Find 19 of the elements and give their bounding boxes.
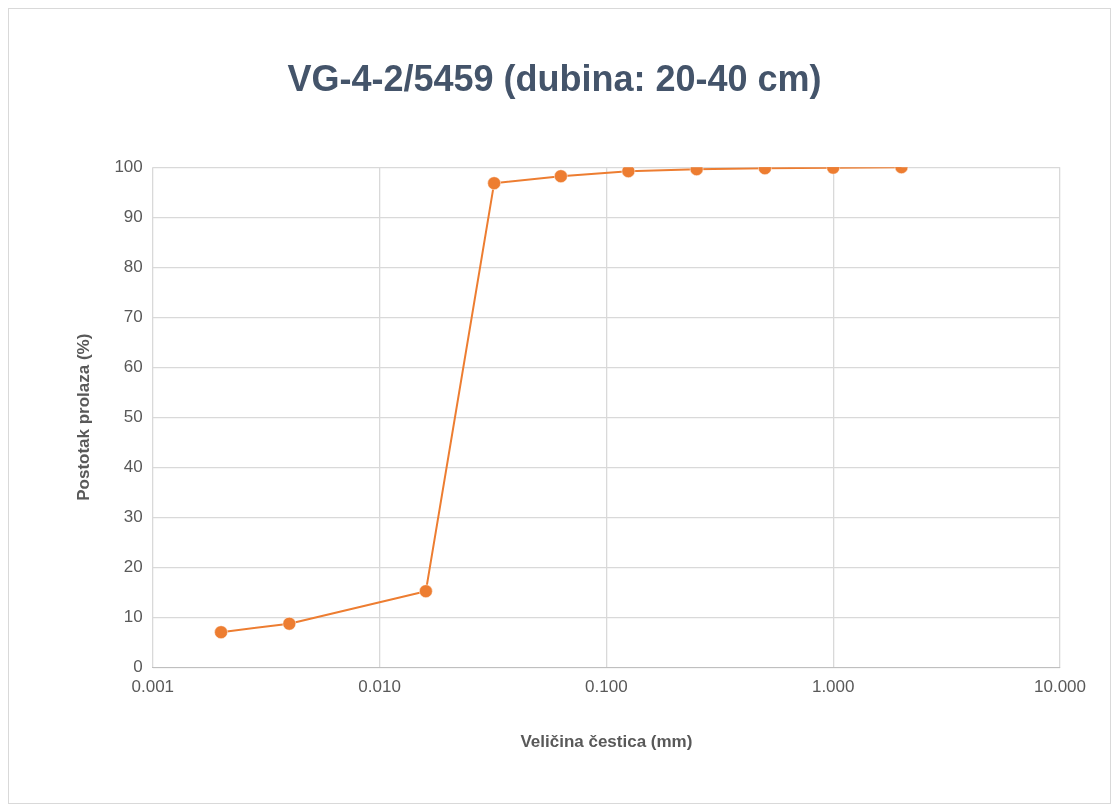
x-tick-label: 10.000 [1034, 677, 1086, 697]
x-tick-label: 0.010 [358, 677, 401, 697]
y-tick-label: 50 [123, 406, 143, 426]
y-tick-label: 70 [123, 306, 143, 326]
x-tick-label: 0.100 [585, 677, 628, 697]
y-tick-label: 60 [123, 356, 143, 376]
x-tick-label: 1.000 [811, 677, 855, 697]
y-tick-label: 30 [123, 506, 143, 526]
y-tick-label: 100 [114, 156, 143, 176]
y-tick-label: 20 [123, 556, 143, 576]
chart-title: VG-4-2/5459 (dubina: 20-40 cm) [287, 57, 822, 99]
y-tick-label: 80 [123, 256, 143, 276]
y-tick-label: 40 [123, 456, 143, 476]
y-tick-label: 10 [123, 606, 143, 626]
x-axis-title: Veličina čestica (mm) [520, 732, 693, 752]
x-tick-label: 0.001 [131, 677, 175, 697]
y-tick-label: 0 [133, 656, 143, 676]
y-tick-label: 90 [123, 206, 143, 226]
y-axis-title: Postotak prolaza (%) [73, 333, 93, 501]
